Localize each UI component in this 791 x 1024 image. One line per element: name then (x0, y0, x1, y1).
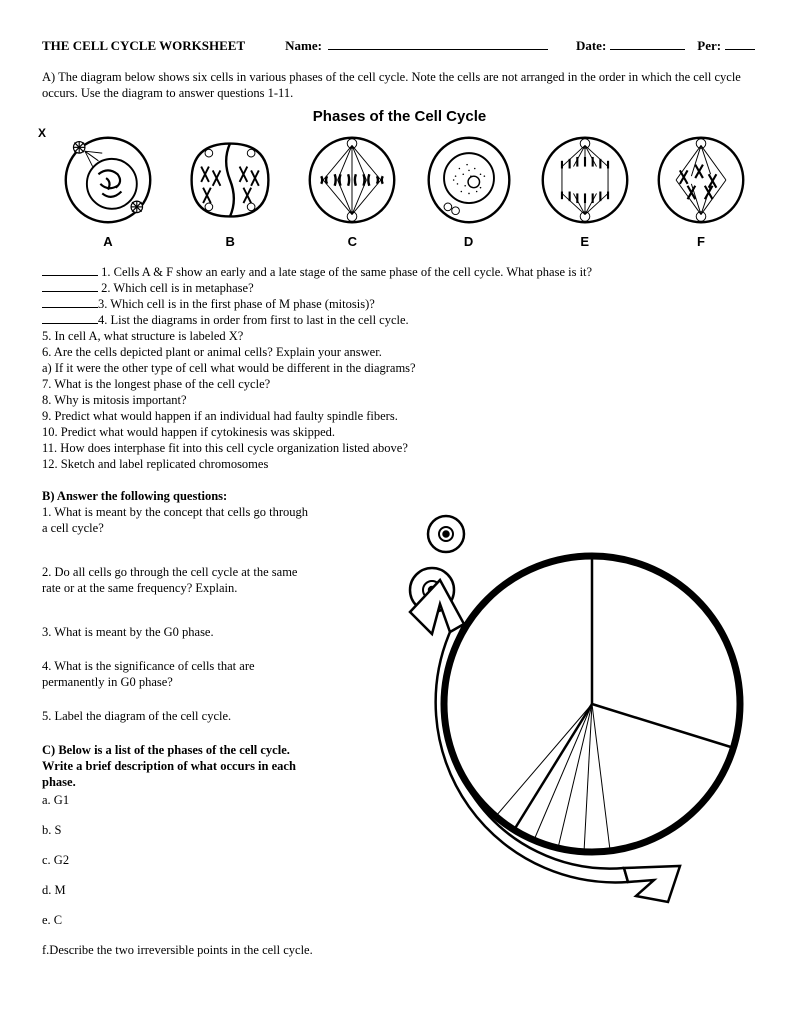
b-question-5: 5. Label the diagram of the cell cycle. (42, 708, 392, 724)
answer-blank-4[interactable] (42, 313, 98, 324)
worksheet-title: THE CELL CYCLE WORKSHEET (42, 38, 245, 55)
lower-left-column: 1. What is meant by the concept that cel… (42, 504, 392, 928)
cell-cycle-diagram (392, 504, 757, 928)
per-label: Per: (697, 38, 721, 55)
answer-blank-3[interactable] (42, 297, 98, 308)
question-9: 9. Predict what would happen if an indiv… (42, 408, 757, 424)
x-label: X (38, 126, 46, 141)
section-a-questions: 1. Cells A & F show an early and a late … (42, 264, 757, 472)
section-b-title: B) Answer the following questions: (42, 488, 757, 504)
phase-g2: c. G2 (42, 852, 392, 868)
question-11: 11. How does interphase fit into this ce… (42, 440, 757, 456)
cell-label-c: C (304, 234, 400, 251)
cell-diagram-d: D (421, 132, 517, 251)
question-8: 8. Why is mitosis important? (42, 392, 757, 408)
question-5: 5. In cell A, what structure is labeled … (42, 328, 757, 344)
b-question-2: 2. Do all cells go through the cell cycl… (42, 564, 392, 596)
b-question-4: 4. What is the significance of cells tha… (42, 658, 392, 690)
cell-label-d: D (421, 234, 517, 251)
answer-blank-1[interactable] (42, 265, 98, 276)
worksheet-header: THE CELL CYCLE WORKSHEET Name: Date: Per… (42, 38, 757, 55)
cell-label-b: B (176, 234, 284, 251)
section-c-final: f.Describe the two irreversible points i… (42, 942, 757, 958)
cell-label-a: A (60, 234, 156, 251)
question-6: 6. Are the cells depicted plant or anima… (42, 344, 757, 360)
section-a-intro: A) The diagram below shows six cells in … (42, 69, 757, 101)
answer-blank-2[interactable] (42, 281, 98, 292)
phase-m: d. M (42, 882, 392, 898)
name-label: Name: (285, 38, 322, 55)
question-2: 2. Which cell is in metaphase? (42, 280, 757, 296)
section-c-title: C) Below is a list of the phases of the … (42, 742, 392, 790)
per-blank[interactable] (725, 38, 755, 50)
phase-g1: a. G1 (42, 792, 392, 808)
cell-diagram-b: B (176, 132, 284, 251)
question-12: 12. Sketch and label replicated chromoso… (42, 456, 757, 472)
phase-s: b. S (42, 822, 392, 838)
b-question-1: 1. What is meant by the concept that cel… (42, 504, 392, 536)
b-question-3: 3. What is meant by the G0 phase. (42, 624, 392, 640)
question-7: 7. What is the longest phase of the cell… (42, 376, 757, 392)
question-1: 1. Cells A & F show an early and a late … (42, 264, 757, 280)
cell-diagram-c: C (304, 132, 400, 251)
cell-diagrams-row: A B (42, 132, 757, 251)
name-blank[interactable] (328, 38, 548, 50)
question-3: 3. Which cell is in the first phase of M… (42, 296, 757, 312)
cell-diagram-a: A (60, 132, 156, 251)
question-6a: a) If it were the other type of cell wha… (42, 360, 757, 376)
phase-c: e. C (42, 912, 392, 928)
cell-diagram-e: E (537, 132, 633, 251)
cell-label-f: F (653, 234, 749, 251)
question-4: 4. List the diagrams in order from first… (42, 312, 757, 328)
date-blank[interactable] (610, 38, 685, 50)
date-label: Date: (576, 38, 606, 55)
question-10: 10. Predict what would happen if cytokin… (42, 424, 757, 440)
phases-title: Phases of the Cell Cycle (42, 107, 757, 126)
cell-label-e: E (537, 234, 633, 251)
cell-diagram-f: F (653, 132, 749, 251)
